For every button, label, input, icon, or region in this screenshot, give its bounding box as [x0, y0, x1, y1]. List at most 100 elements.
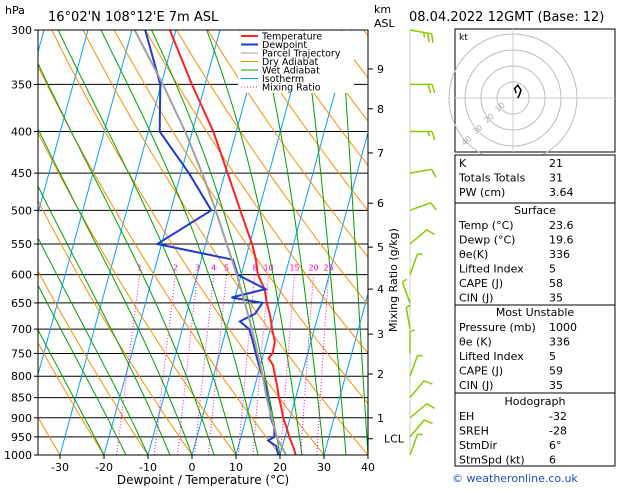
mixing-ratio-label: 1 [137, 264, 142, 273]
series-line-parcel-trajectory [135, 30, 287, 455]
km-tick-label: 2 [377, 368, 384, 381]
isotherm-line [148, 30, 264, 455]
wind-barb-feather [432, 132, 435, 141]
mixing-ratio-label: 20 [308, 264, 318, 273]
wind-barb [410, 381, 432, 398]
wind-barb [410, 132, 435, 141]
wind-barb-staff [410, 356, 418, 377]
pressure-tick-label: 300 [11, 24, 32, 37]
wind-barb-staff [410, 230, 427, 244]
mixing-ratio-label: 10 [264, 264, 274, 273]
most-unstable-row-label: Lifted Index [459, 350, 524, 363]
surface-row-value: 23.6 [549, 219, 574, 232]
mixing-ratio-line [117, 275, 140, 455]
wind-barb [410, 84, 435, 93]
x-axis-label: Dewpoint / Temperature (°C) [117, 473, 289, 486]
hodograph-unit: kt [459, 33, 468, 43]
hodograph-row-label: StmSpd (kt) [459, 454, 525, 467]
wind-barb-staff [410, 434, 418, 455]
wind-barb-feather [424, 420, 432, 423]
hodograph-table-title: Hodograph [505, 395, 566, 408]
wind-barb [410, 230, 434, 244]
wind-barb [410, 169, 436, 177]
mixing-ratio-label: 15 [289, 264, 299, 273]
km-tick-label: 7 [377, 147, 384, 160]
surface-row-label: CIN (J) [459, 292, 493, 305]
mixing-ratio-line [301, 275, 314, 455]
km-tick-label: 4 [377, 283, 384, 296]
mixing-ratio-label: 5 [224, 264, 229, 273]
most-unstable-row-label: θe (K) [459, 336, 492, 349]
index-row-value: 21 [549, 157, 563, 170]
wind-barb-feather [410, 330, 415, 332]
dry-adiabat-line [52, 30, 324, 455]
surface-row-value: 58 [549, 277, 563, 290]
pressure-tick-label: 500 [11, 204, 32, 217]
credit-text: © weatheronline.co.uk [452, 472, 578, 485]
pressure-tick-label: 750 [11, 347, 32, 360]
wind-barb-feather [427, 230, 435, 235]
surface-title: Surface [514, 204, 556, 217]
hodograph-row-value: -32 [549, 410, 567, 423]
mixing-ratio-label: 2 [173, 264, 178, 273]
pressure-tick-label: 950 [11, 431, 32, 444]
pressure-tick-label: 350 [11, 78, 32, 91]
x-tick-label: 30 [317, 461, 331, 474]
x-tick-label: 40 [361, 461, 375, 474]
pressure-tick-label: 850 [11, 392, 32, 405]
wind-barb [410, 434, 423, 455]
legend-item: Mixing Ratio [262, 83, 321, 94]
wind-barb [410, 203, 436, 211]
most-unstable-row-value: 336 [549, 336, 570, 349]
wind-barb-feather [432, 34, 433, 43]
pressure-tick-label: 650 [11, 297, 32, 310]
most-unstable-row-value: 5 [549, 350, 556, 363]
index-row-label: PW (cm) [459, 186, 505, 199]
most-unstable-title: Most Unstable [496, 306, 575, 319]
mixing-ratio-line [317, 275, 329, 455]
mixing-ratio-line [178, 275, 198, 455]
index-row-label: K [459, 157, 467, 170]
wind-barb-feather [424, 32, 425, 37]
wind-barb-staff [406, 307, 410, 329]
isotherm-line [16, 30, 132, 455]
wind-barb-staff [410, 254, 418, 275]
mixing-ratio-label: 3 [195, 264, 200, 273]
hodograph-row-value: 6° [549, 439, 562, 452]
pressure-tick-label: 700 [11, 323, 32, 336]
mixing-ratio-label: 8 [252, 264, 257, 273]
most-unstable-row-label: CIN (J) [459, 379, 493, 392]
pressure-tick-label: 800 [11, 370, 32, 383]
location-title: 16°02'N 108°12'E 7m ASL [48, 10, 219, 25]
wind-barb-staff [410, 381, 424, 398]
unit-asl: ASL [374, 17, 396, 30]
surface-row-value: 336 [549, 248, 570, 261]
surface-row-label: Lifted Index [459, 263, 524, 276]
wet-adiabat-line [304, 30, 346, 455]
wind-barb [410, 356, 423, 377]
wet-adiabat-line [341, 30, 368, 455]
surface-row-label: Temp (°C) [458, 219, 514, 232]
wind-barb [402, 279, 410, 303]
hodograph-row-label: EH [459, 410, 474, 423]
mixing-ratio-label: 4 [211, 264, 216, 273]
pressure-tick-label: 600 [11, 269, 32, 282]
unit-km: km [374, 3, 391, 16]
wind-barb [410, 254, 423, 275]
pressure-tick-label: 1000 [4, 449, 32, 462]
surface-row-value: 5 [549, 263, 556, 276]
most-unstable-row-value: 59 [549, 365, 563, 378]
isotherm-line [104, 30, 220, 455]
pressure-tick-label: 450 [11, 167, 32, 180]
wind-barb-feather [402, 279, 406, 282]
wind-barb-feather [428, 84, 431, 93]
hodograph-row-value: -28 [549, 425, 567, 438]
index-row-label: Totals Totals [458, 172, 526, 185]
datetime-title: 08.04.2022 12GMT (Base: 12) [409, 10, 604, 25]
x-tick-label: -30 [51, 461, 69, 474]
isotherm-line [236, 30, 352, 455]
wet-adiabat-line [207, 30, 302, 455]
hodograph-row-label: StmDir [459, 439, 498, 452]
